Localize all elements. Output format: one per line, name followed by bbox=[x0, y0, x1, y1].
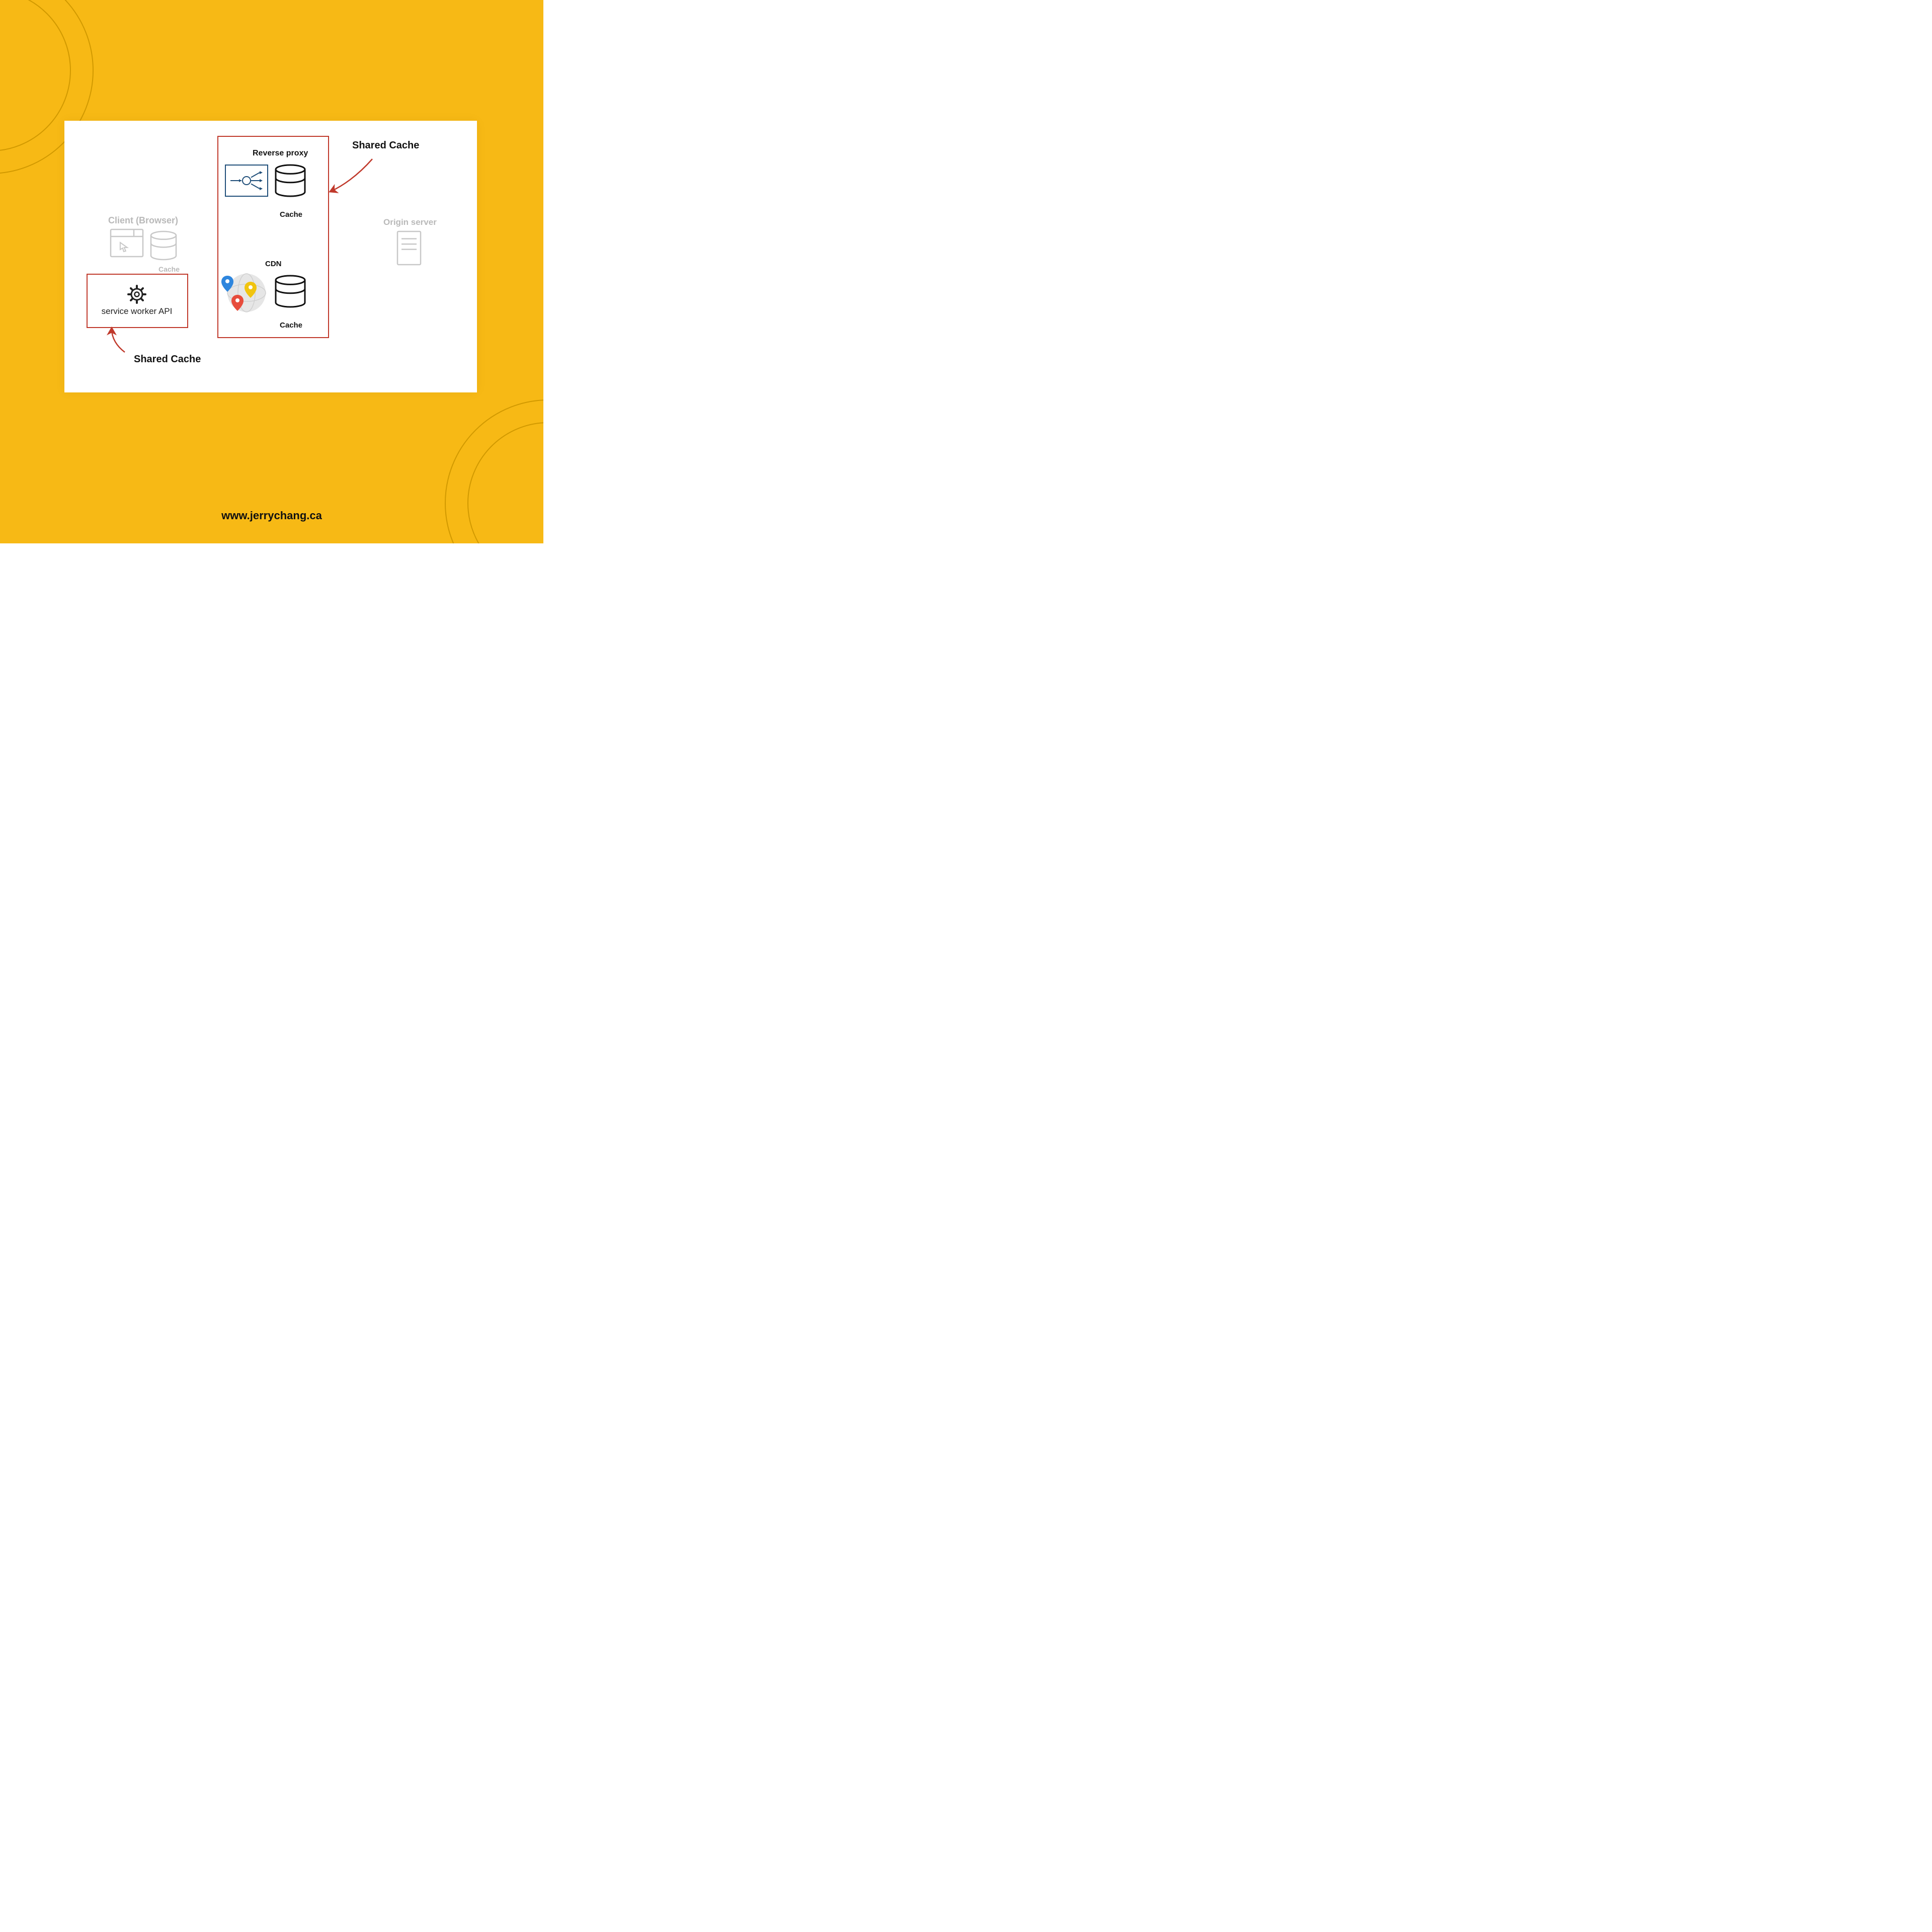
callout-shared-cache-top: Shared Cache bbox=[352, 140, 419, 151]
label-client: Client (Browser) bbox=[108, 215, 178, 226]
database-icon bbox=[151, 231, 176, 260]
label-cdn-cache: Cache bbox=[280, 321, 302, 330]
label-origin: Origin server bbox=[383, 217, 437, 227]
service-worker-label: service worker API bbox=[102, 306, 173, 316]
label-cdn: CDN bbox=[265, 260, 282, 268]
label-client-cache: Cache bbox=[158, 265, 180, 273]
browser-icon bbox=[111, 229, 143, 257]
server-icon bbox=[397, 231, 421, 265]
highlight-box-shared-cache-middle bbox=[217, 136, 329, 338]
label-rp-cache: Cache bbox=[280, 210, 302, 219]
callout-shared-cache-bottom: Shared Cache bbox=[134, 354, 201, 365]
label-reverse-proxy: Reverse proxy bbox=[253, 149, 308, 158]
callout-arrow bbox=[331, 159, 372, 191]
footer-url: www.jerrychang.ca bbox=[0, 509, 543, 522]
gear-icon bbox=[127, 284, 147, 304]
service-worker-box: service worker API bbox=[87, 274, 187, 327]
callout-arrow bbox=[112, 329, 125, 352]
